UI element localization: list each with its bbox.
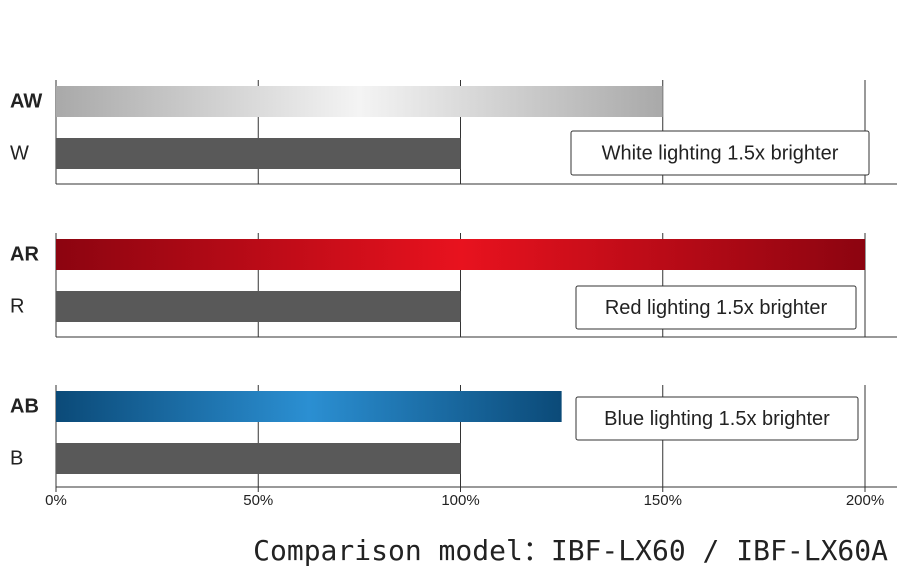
bar-label: R — [10, 295, 24, 317]
footnote: Comparison model：IBF-LX60 / IBF-LX60A — [253, 534, 888, 567]
annotation-box — [575, 396, 859, 441]
bar-label: B — [10, 447, 23, 469]
bar — [56, 86, 663, 117]
x-tick-label: 200% — [846, 492, 884, 509]
bar — [56, 391, 562, 422]
bar — [56, 443, 461, 474]
bar-label: W — [10, 142, 29, 164]
bar — [56, 291, 461, 322]
x-tick-label: 50% — [243, 492, 273, 509]
bar — [56, 138, 461, 169]
bar-label: AB — [10, 395, 39, 417]
annotation: White lighting 1.5x brighter — [602, 142, 839, 164]
bar — [56, 239, 865, 270]
annotation-box — [575, 285, 857, 330]
x-tick-label: 0% — [45, 492, 67, 509]
annotation: Red lighting 1.5x brighter — [605, 297, 828, 319]
x-tick-label: 150% — [644, 492, 682, 509]
bar-label: AR — [10, 243, 39, 265]
annotation-box — [570, 130, 870, 176]
bar-label: AW — [10, 90, 42, 112]
x-tick-label: 100% — [441, 492, 479, 509]
annotation: Blue lighting 1.5x brighter — [604, 408, 830, 430]
